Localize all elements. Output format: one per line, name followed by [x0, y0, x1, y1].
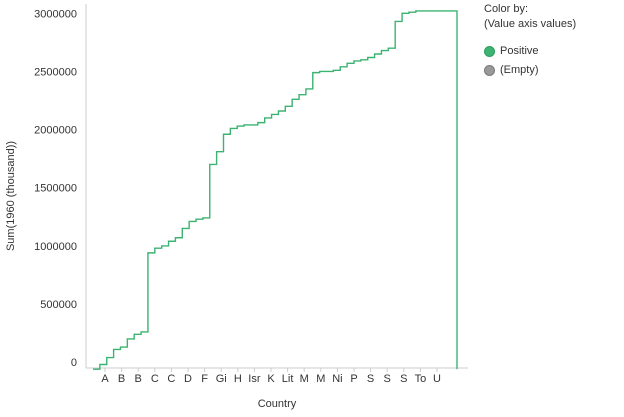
x-tick-label: H [234, 373, 242, 385]
x-tick-label: C [151, 373, 159, 385]
x-tick-label: Ni [332, 373, 342, 385]
x-tick-label: M [300, 373, 309, 385]
x-tick-label: B [118, 373, 125, 385]
x-tick-label: F [201, 373, 208, 385]
x-tick-label: S [400, 373, 407, 385]
x-tick-label: To [415, 373, 427, 385]
x-tick-label: S [384, 373, 391, 385]
y-tick-label: 2000000 [34, 125, 77, 137]
legend-swatch-empty [484, 65, 495, 76]
y-axis-ticks: 0 500000 1000000 1500000 2000000 2500000 30000… [34, 8, 77, 369]
x-tick-label: P [350, 373, 357, 385]
x-tick-label: Isr [248, 373, 261, 385]
x-tick-label: D [184, 373, 192, 385]
x-axis-ticks: A B B C C D F Gi H Isr K Lit M M Ni P S S S To U [101, 368, 441, 385]
y-tick-label: 0 [71, 357, 77, 369]
y-tick-label: 500000 [40, 299, 77, 311]
legend-item-empty[interactable]: (Empty) [484, 63, 622, 78]
legend-swatch-positive [484, 46, 495, 57]
x-axis-label: Country [258, 398, 297, 410]
y-tick-label: 1500000 [34, 183, 77, 195]
y-tick-label: 1000000 [34, 241, 77, 253]
x-tick-label: Lit [282, 373, 294, 385]
x-tick-label: U [433, 373, 441, 385]
legend-title: Color by: [484, 3, 529, 15]
y-tick-label: 2500000 [34, 66, 77, 78]
legend-item-positive[interactable]: Positive [484, 44, 622, 59]
x-tick-label: A [101, 373, 109, 385]
legend-label-empty: (Empty) [500, 64, 539, 76]
y-axis-label: Sum(1960 (thousand)) [5, 141, 17, 251]
x-tick-label: Gi [216, 373, 227, 385]
legend: Color by: (Value axis values) Positive (… [484, 2, 622, 78]
x-tick-label: K [267, 373, 275, 385]
y-tick-label: 3000000 [34, 8, 77, 20]
x-tick-label: M [316, 373, 325, 385]
series-group [93, 10, 458, 370]
x-tick-label: B [135, 373, 142, 385]
series-line-positive[interactable] [93, 10, 458, 370]
legend-label-positive: Positive [500, 45, 539, 57]
legend-subtitle: (Value axis values) [484, 18, 577, 30]
x-tick-label: S [367, 373, 374, 385]
x-tick-label: C [167, 373, 175, 385]
